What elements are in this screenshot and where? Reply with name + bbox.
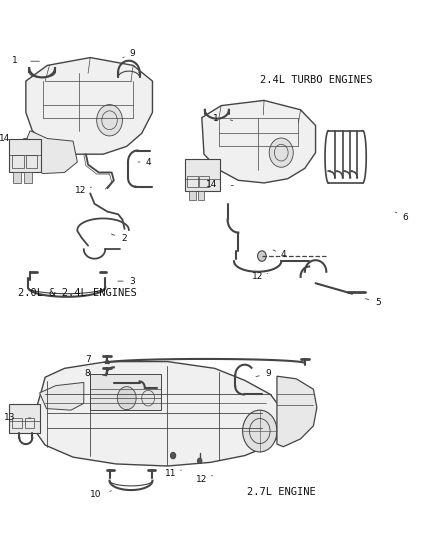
Text: 1: 1 [12, 55, 18, 64]
Polygon shape [202, 100, 316, 183]
Text: 12: 12 [196, 475, 208, 484]
Circle shape [243, 410, 277, 452]
Text: 4: 4 [281, 250, 286, 259]
Text: 5: 5 [375, 297, 381, 306]
Bar [90, 374, 161, 410]
Text: 10: 10 [90, 490, 102, 499]
Text: 9: 9 [265, 369, 271, 378]
Text: 4: 4 [145, 158, 151, 166]
Text: 14: 14 [0, 134, 10, 143]
Polygon shape [39, 383, 84, 410]
Text: 2.7L ENGINE: 2.7L ENGINE [247, 487, 316, 497]
Bar [199, 175, 208, 187]
Circle shape [170, 453, 176, 459]
Bar [9, 139, 41, 173]
Bar [25, 418, 34, 429]
Text: 6: 6 [403, 213, 409, 222]
Text: 2.0L & 2.4L ENGINES: 2.0L & 2.4L ENGINES [18, 288, 137, 297]
Bar [189, 191, 196, 200]
Text: 3: 3 [129, 277, 135, 286]
Text: 9: 9 [129, 50, 135, 59]
Polygon shape [26, 58, 152, 154]
Circle shape [198, 458, 202, 463]
Text: 12: 12 [75, 185, 86, 195]
Polygon shape [21, 131, 78, 174]
Text: 7: 7 [85, 355, 91, 364]
Bar [12, 418, 22, 429]
Bar [24, 173, 32, 183]
Bar [185, 159, 220, 191]
Circle shape [117, 386, 136, 410]
Text: 14: 14 [206, 180, 218, 189]
Text: 8: 8 [85, 369, 90, 378]
Text: 1: 1 [213, 114, 219, 123]
Bar [26, 155, 37, 168]
Text: 2: 2 [121, 234, 127, 243]
Bar [198, 191, 205, 200]
Circle shape [258, 251, 266, 261]
Bar [9, 404, 39, 433]
Bar [187, 175, 198, 187]
Polygon shape [35, 361, 283, 466]
Circle shape [97, 104, 122, 136]
Polygon shape [277, 376, 317, 447]
Bar [12, 155, 24, 168]
Bar [13, 173, 21, 183]
Text: 2.4L TURBO ENGINES: 2.4L TURBO ENGINES [260, 75, 372, 85]
Text: 13: 13 [4, 414, 16, 423]
Circle shape [269, 138, 293, 167]
Text: 11: 11 [165, 470, 177, 479]
Text: 12: 12 [252, 272, 263, 281]
